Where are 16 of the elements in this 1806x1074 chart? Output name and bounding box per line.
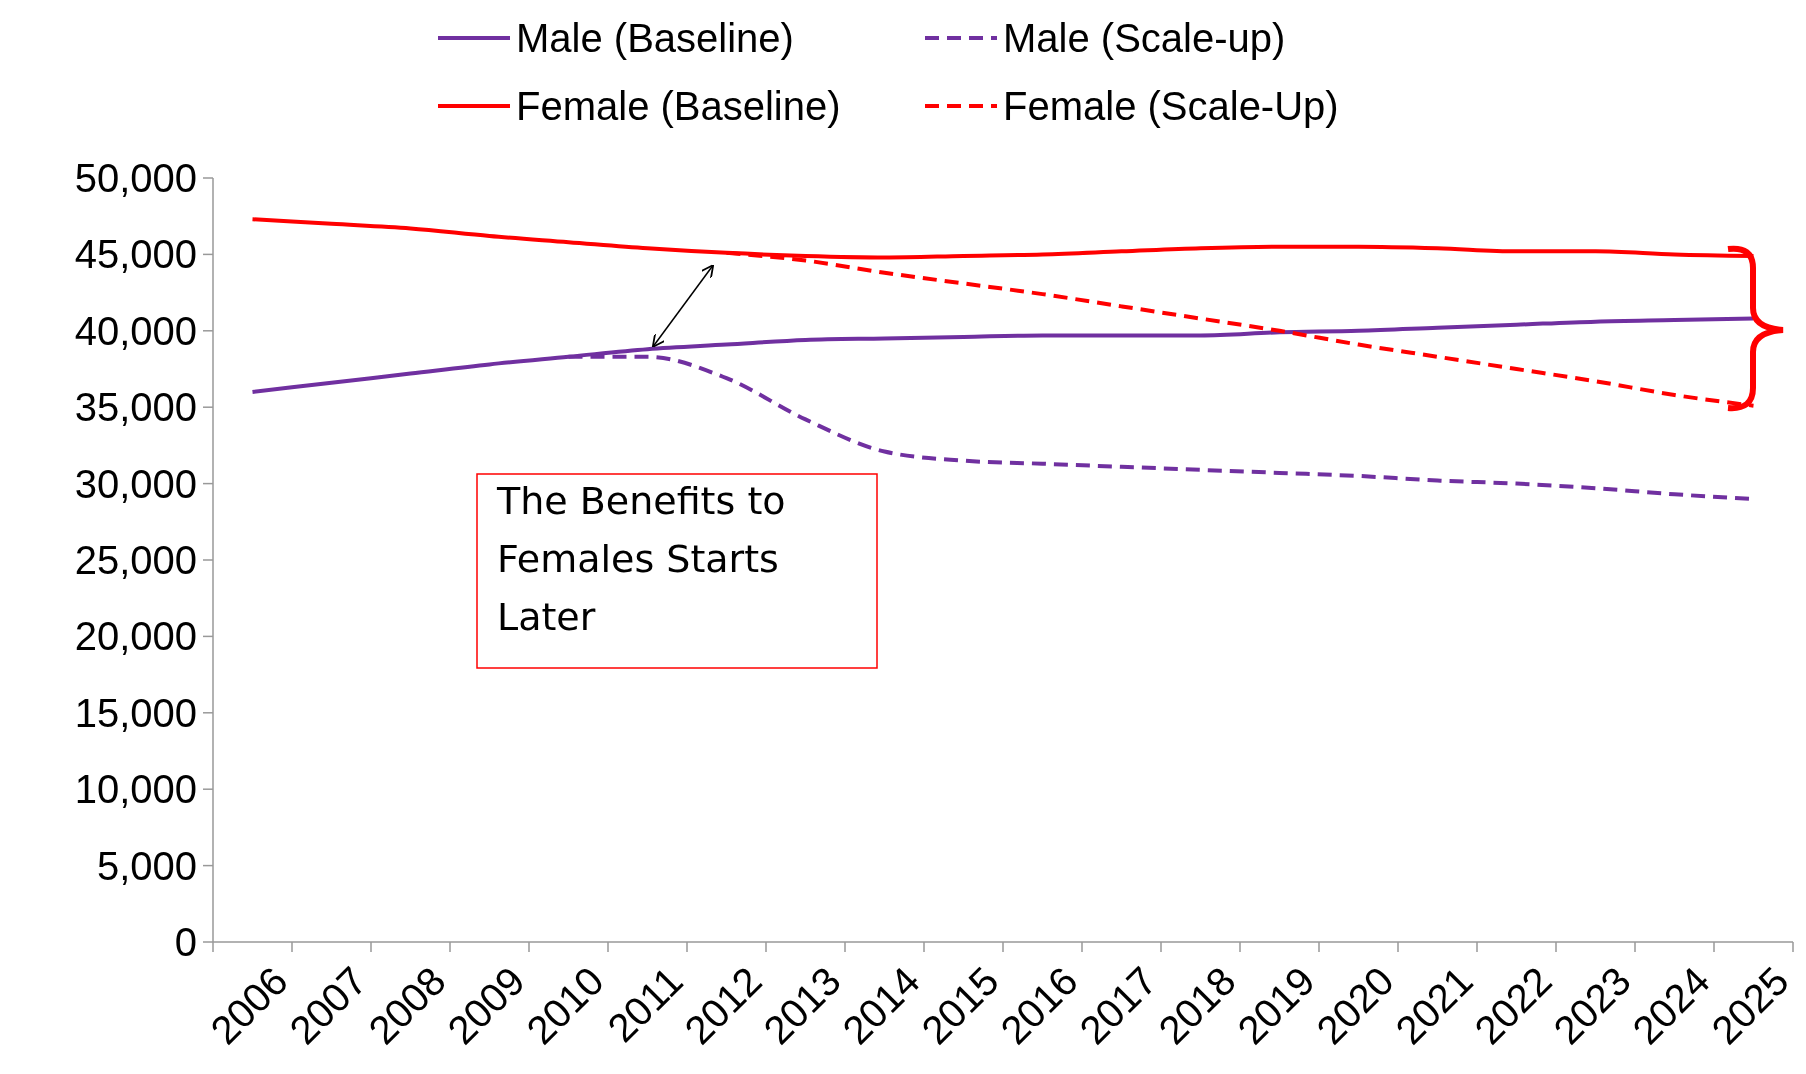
y-tick-label: 35,000	[74, 385, 197, 430]
y-tick-label: 15,000	[74, 690, 197, 735]
y-tick-label: 10,000	[74, 767, 197, 812]
y-tick-label: 50,000	[74, 156, 197, 200]
annotation: The Benefits to Females Starts Later	[496, 479, 786, 639]
legend-label: Male (Scale-up)	[1003, 16, 1286, 60]
y-tick-label: 25,000	[74, 538, 197, 582]
y-tick-label: 5,000	[96, 843, 197, 888]
y-tick-label: 30,000	[74, 461, 197, 506]
y-tick-label: 40,000	[74, 308, 197, 353]
y-tick-label: 20,000	[74, 614, 197, 659]
legend-label: Male (Baseline)	[516, 16, 794, 60]
legend-label: Female (Scale-Up)	[1003, 84, 1339, 128]
legend-label: Female (Baseline)	[516, 84, 841, 128]
y-tick-label: 0	[174, 920, 197, 964]
y-tick-label: 45,000	[74, 232, 197, 277]
